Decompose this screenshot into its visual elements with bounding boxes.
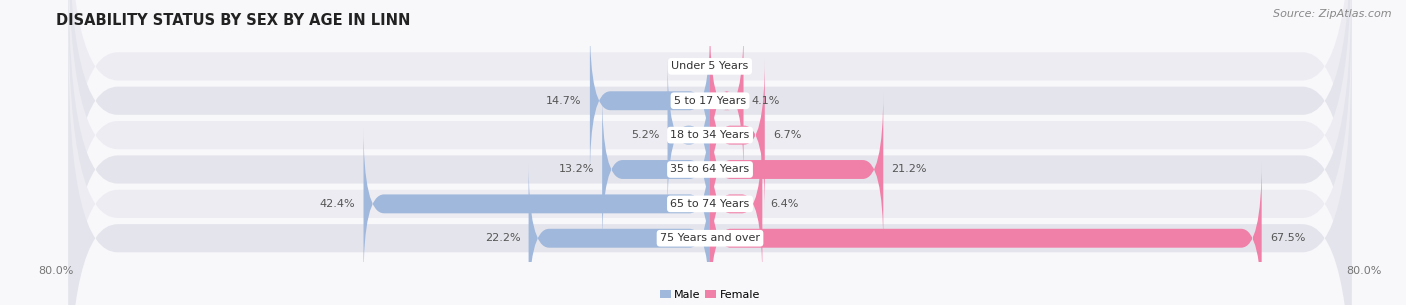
FancyBboxPatch shape xyxy=(591,24,710,177)
FancyBboxPatch shape xyxy=(69,0,1351,259)
Text: 42.4%: 42.4% xyxy=(319,199,356,209)
FancyBboxPatch shape xyxy=(69,0,1351,305)
FancyBboxPatch shape xyxy=(710,24,744,177)
Text: 4.1%: 4.1% xyxy=(752,96,780,106)
Text: 0.0%: 0.0% xyxy=(673,61,702,71)
Text: 75 Years and over: 75 Years and over xyxy=(659,233,761,243)
Legend: Male, Female: Male, Female xyxy=(655,285,765,304)
Text: 13.2%: 13.2% xyxy=(558,164,593,174)
Text: 0.0%: 0.0% xyxy=(718,61,747,71)
FancyBboxPatch shape xyxy=(69,12,1351,305)
FancyBboxPatch shape xyxy=(69,0,1351,293)
Text: 14.7%: 14.7% xyxy=(546,96,582,106)
FancyBboxPatch shape xyxy=(710,127,762,280)
Text: 65 to 74 Years: 65 to 74 Years xyxy=(671,199,749,209)
Text: 6.4%: 6.4% xyxy=(770,199,799,209)
FancyBboxPatch shape xyxy=(710,93,883,246)
FancyBboxPatch shape xyxy=(710,162,1261,305)
Text: 5.2%: 5.2% xyxy=(631,130,659,140)
Text: 22.2%: 22.2% xyxy=(485,233,520,243)
Text: 35 to 64 Years: 35 to 64 Years xyxy=(671,164,749,174)
Text: DISABILITY STATUS BY SEX BY AGE IN LINN: DISABILITY STATUS BY SEX BY AGE IN LINN xyxy=(56,13,411,28)
Text: 6.7%: 6.7% xyxy=(773,130,801,140)
Text: Under 5 Years: Under 5 Years xyxy=(672,61,748,71)
FancyBboxPatch shape xyxy=(710,59,765,212)
FancyBboxPatch shape xyxy=(668,59,710,212)
Text: 18 to 34 Years: 18 to 34 Years xyxy=(671,130,749,140)
Text: 21.2%: 21.2% xyxy=(891,164,927,174)
FancyBboxPatch shape xyxy=(69,46,1351,305)
FancyBboxPatch shape xyxy=(364,127,710,280)
Text: 67.5%: 67.5% xyxy=(1270,233,1305,243)
Text: Source: ZipAtlas.com: Source: ZipAtlas.com xyxy=(1274,9,1392,19)
FancyBboxPatch shape xyxy=(529,162,710,305)
Text: 5 to 17 Years: 5 to 17 Years xyxy=(673,96,747,106)
FancyBboxPatch shape xyxy=(602,93,710,246)
FancyBboxPatch shape xyxy=(69,0,1351,305)
